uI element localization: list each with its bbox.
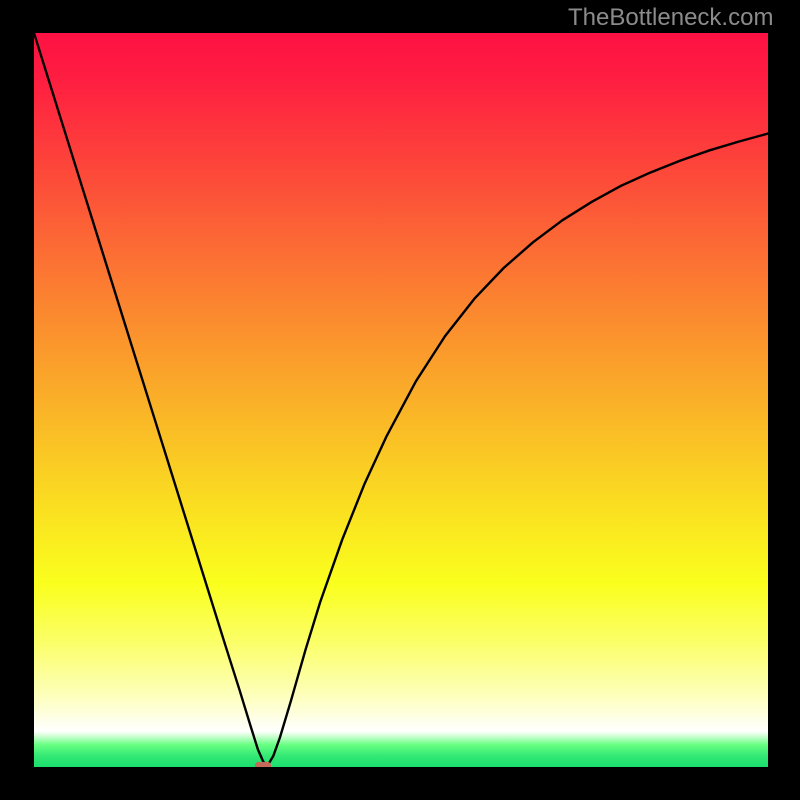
curve-layer <box>34 33 768 767</box>
plot-area <box>34 33 768 767</box>
watermark-text: TheBottleneck.com <box>568 4 773 32</box>
vertex-marker <box>255 762 271 767</box>
bottleneck-curve <box>34 33 768 765</box>
chart-frame: TheBottleneck.com <box>0 0 800 800</box>
